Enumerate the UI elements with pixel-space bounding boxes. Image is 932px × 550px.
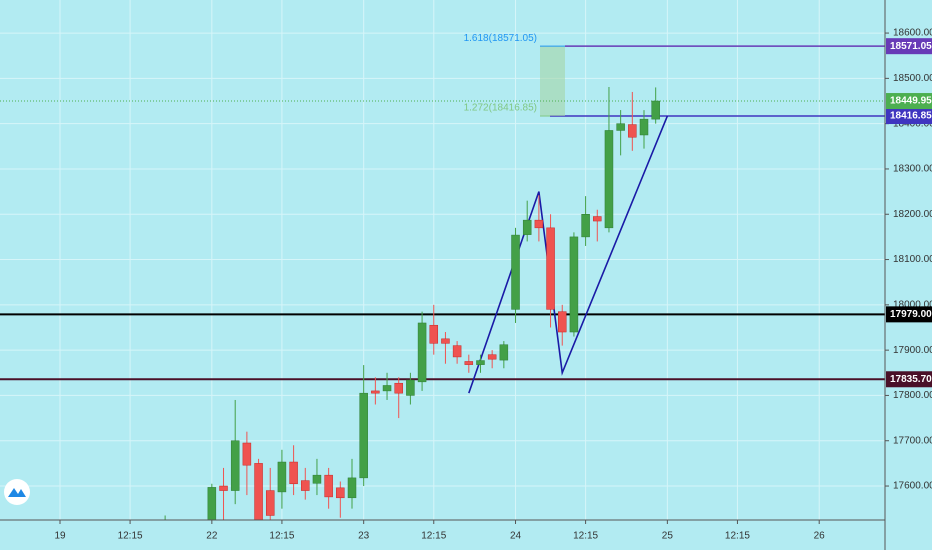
candle-body bbox=[417, 322, 427, 383]
current-price-label-box bbox=[886, 93, 932, 110]
candle-body bbox=[207, 487, 217, 520]
y-tick-label: 17700.00 bbox=[893, 435, 932, 446]
candle-body bbox=[429, 324, 439, 344]
level-label: 17835.70 bbox=[890, 374, 932, 385]
y-tick-label: 18200.00 bbox=[893, 209, 932, 220]
fib-label: 1.272(18416.85) bbox=[464, 103, 537, 114]
x-tick-label: 12:15 bbox=[573, 531, 598, 542]
candle-body bbox=[557, 311, 567, 333]
candle-body bbox=[499, 344, 509, 361]
x-tick-label: 12:15 bbox=[118, 531, 143, 542]
candle-body bbox=[441, 338, 450, 344]
candle-body bbox=[406, 379, 415, 396]
candle-body bbox=[336, 487, 345, 499]
y-tick-label: 18600.00 bbox=[893, 28, 932, 39]
candle-body bbox=[394, 382, 403, 394]
x-tick-label: 12:15 bbox=[421, 531, 446, 542]
axes: 17600.00 17700.00 17800.00 17900.00 18000.00… bbox=[54, 28, 932, 542]
candle-body bbox=[639, 118, 649, 136]
candle-body bbox=[242, 442, 252, 466]
candle-body bbox=[347, 477, 357, 499]
candle-body bbox=[604, 130, 614, 229]
candle-body bbox=[651, 100, 660, 120]
candle-body bbox=[546, 227, 555, 310]
candle-body bbox=[371, 390, 380, 394]
y-tick-label: 18100.00 bbox=[893, 254, 932, 265]
x-tick-label: 12:15 bbox=[269, 531, 294, 542]
candle-body bbox=[569, 236, 579, 333]
candle-body bbox=[219, 485, 228, 491]
candle-body bbox=[289, 461, 298, 485]
candle-body bbox=[254, 463, 263, 520]
level-label: 18571.05 bbox=[890, 41, 932, 52]
fib-zone bbox=[540, 46, 565, 117]
x-tick-label: 26 bbox=[814, 531, 826, 542]
y-tick-label: 18500.00 bbox=[893, 73, 932, 84]
level-label-box bbox=[886, 371, 932, 388]
x-tick-label: 12:15 bbox=[725, 531, 750, 542]
candle-body bbox=[312, 474, 322, 484]
candle-body bbox=[487, 354, 497, 360]
candle-body bbox=[522, 219, 532, 235]
level-label-box bbox=[886, 108, 932, 125]
logo-icon bbox=[8, 488, 26, 497]
candle-body bbox=[476, 360, 485, 365]
y-tick-label: 17900.00 bbox=[893, 345, 932, 356]
candle-body bbox=[628, 124, 637, 138]
candle-body bbox=[452, 345, 462, 358]
level-label-box bbox=[886, 38, 932, 55]
candle-body bbox=[230, 440, 240, 491]
candle-body bbox=[581, 214, 590, 238]
level-label: 18416.85 bbox=[890, 111, 932, 122]
candle-body bbox=[616, 123, 625, 131]
candle-body bbox=[277, 461, 287, 493]
candle-body bbox=[382, 385, 392, 392]
y-tick-label: 18000.00 bbox=[893, 299, 932, 310]
x-tick-label: 25 bbox=[662, 531, 674, 542]
candle-body bbox=[534, 219, 544, 229]
candle-body bbox=[301, 480, 310, 491]
current-price-label: 18449.95 bbox=[890, 96, 932, 107]
candle-body bbox=[359, 392, 368, 479]
x-tick-label: 24 bbox=[510, 531, 522, 542]
x-tick-label: 23 bbox=[358, 531, 370, 542]
y-tick-label: 18300.00 bbox=[893, 164, 932, 175]
x-tick-label: 19 bbox=[54, 531, 66, 542]
level-label-box bbox=[886, 306, 932, 323]
candle-body bbox=[593, 216, 602, 222]
logo bbox=[4, 479, 30, 505]
level-label: 17979.00 bbox=[890, 309, 932, 320]
candle-body bbox=[511, 234, 520, 310]
plot-area: 1.618(18571.05) 1.272(18416.85) bbox=[0, 33, 885, 520]
x-tick-label: 22 bbox=[206, 531, 218, 542]
fib-label: 1.618(18571.05) bbox=[464, 33, 537, 44]
logo-circle bbox=[4, 479, 30, 505]
candle-body bbox=[324, 474, 333, 498]
y-tick-label: 17600.00 bbox=[893, 481, 932, 492]
candle-body bbox=[464, 361, 474, 365]
y-tick-label: 17800.00 bbox=[893, 390, 932, 401]
candle-body bbox=[265, 490, 275, 516]
